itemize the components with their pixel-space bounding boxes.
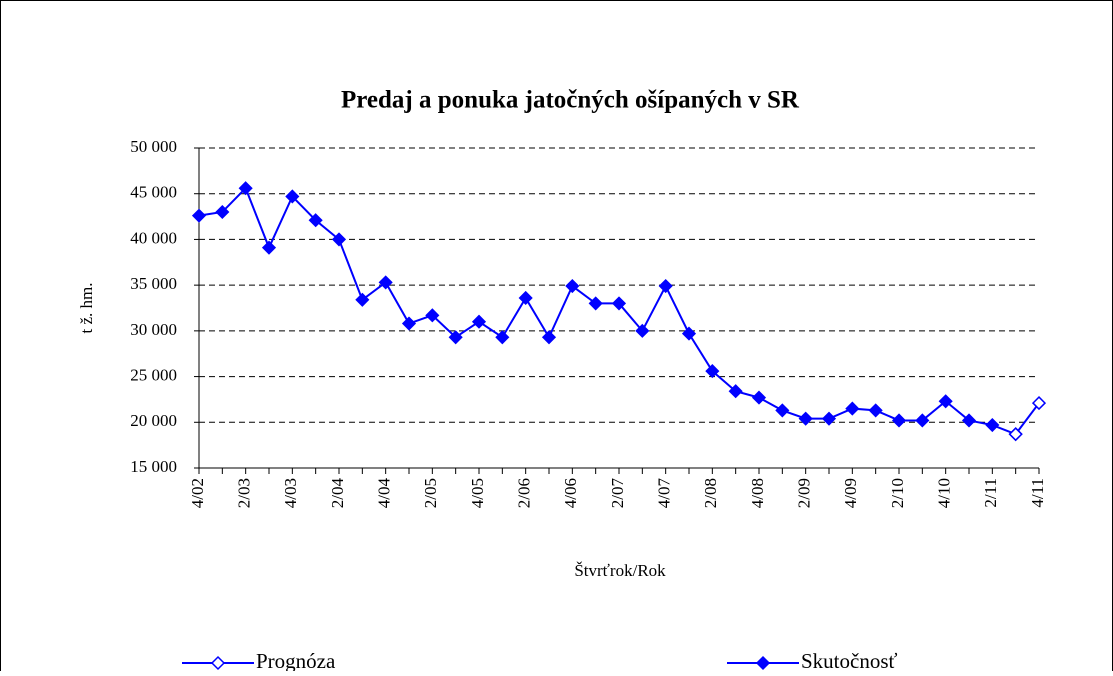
marker [938, 394, 953, 409]
y-axis-label: t ž. hm. [77, 283, 96, 334]
marker [378, 275, 393, 290]
marker [658, 278, 673, 294]
x-tick-label: 2/06 [515, 478, 534, 508]
marker [471, 314, 487, 329]
marker [238, 181, 253, 196]
marker [425, 308, 440, 323]
marker [191, 208, 207, 223]
marker [285, 189, 300, 204]
x-tick-label: 4/07 [655, 478, 674, 509]
y-tick-label: 35 000 [130, 274, 177, 293]
marker [1008, 427, 1023, 442]
x-tick-label: 4/03 [281, 478, 300, 508]
x-tick-label: 4/08 [748, 478, 767, 508]
x-tick-label: 2/03 [235, 478, 254, 508]
legend-label: Prognóza [256, 649, 336, 671]
y-tick-label: 20 000 [130, 411, 177, 430]
marker [681, 326, 697, 341]
marker [495, 330, 510, 345]
x-tick-label: 2/08 [701, 478, 720, 508]
marker [845, 401, 860, 416]
marker [518, 290, 533, 306]
marker [355, 292, 370, 307]
y-tick-label: 40 000 [130, 228, 177, 247]
y-tick-label: 30 000 [130, 320, 177, 339]
marker [751, 390, 767, 405]
marker [868, 403, 883, 418]
x-tick-label: 4/02 [188, 478, 207, 508]
marker [1031, 396, 1047, 411]
y-tick-label: 15 000 [130, 457, 177, 476]
y-tick-label: 45 000 [130, 183, 177, 202]
x-tick-label: 4/05 [468, 478, 487, 508]
x-tick-label: 4/11 [1028, 478, 1047, 508]
marker [728, 384, 743, 399]
marker [821, 411, 837, 426]
marker [215, 204, 230, 220]
marker [611, 296, 627, 311]
marker [635, 323, 650, 338]
x-tick-label: 4/10 [935, 478, 954, 508]
x-tick-label: 4/06 [561, 478, 580, 508]
x-tick-label: 4/09 [841, 478, 860, 508]
y-tick-label: 25 000 [130, 365, 177, 384]
marker [915, 413, 930, 428]
marker [798, 411, 813, 426]
x-tick-label: 2/05 [421, 478, 440, 508]
marker [331, 232, 347, 247]
marker [588, 296, 603, 311]
x-tick-label: 2/04 [328, 478, 347, 509]
marker [705, 364, 720, 379]
marker [401, 316, 417, 331]
series-line [1014, 402, 1040, 435]
x-tick-label: 4/04 [375, 478, 394, 509]
marker [775, 403, 790, 418]
x-tick-label: 2/11 [981, 478, 1000, 508]
marker [541, 330, 557, 345]
marker [985, 417, 1000, 433]
legend-marker [210, 655, 226, 671]
marker [448, 330, 463, 345]
x-tick-label: 2/09 [795, 478, 814, 508]
series-line [198, 186, 1017, 436]
x-axis-label: Štvrťrok/Rok [574, 561, 666, 580]
y-tick-label: 50 000 [130, 137, 177, 156]
legend-label: Skutočnosť [801, 649, 898, 671]
marker [261, 240, 277, 255]
x-tick-label: 2/07 [608, 478, 627, 509]
x-tick-label: 2/10 [888, 478, 907, 508]
marker [961, 413, 977, 428]
legend-marker [755, 655, 771, 671]
chart-title: Predaj a ponuka jatočných ošípaných v SR [341, 87, 800, 114]
marker [891, 413, 907, 428]
marker [565, 278, 580, 294]
marker [308, 213, 323, 228]
